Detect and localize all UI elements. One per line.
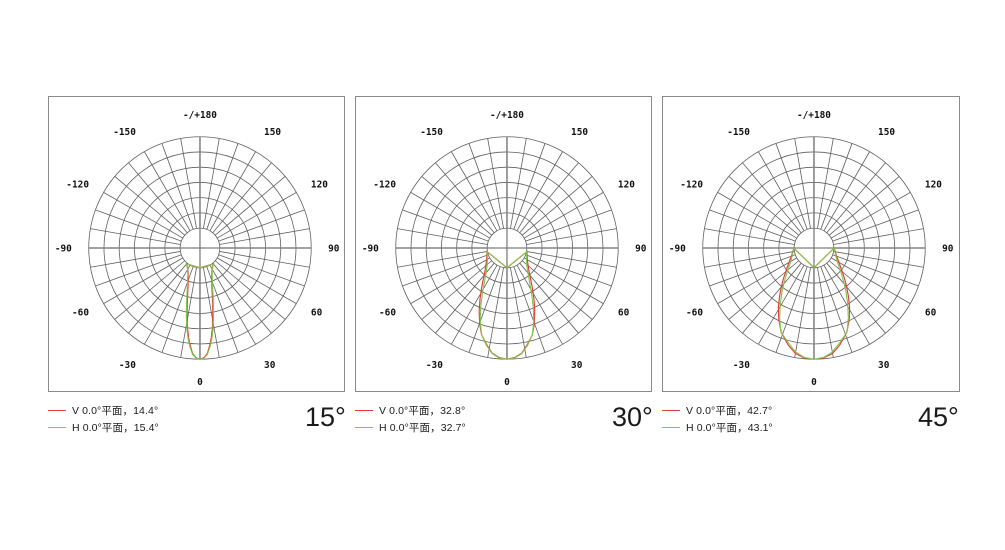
polar-tick-label: -150 [420,127,443,138]
polar-tick-label: -150 [727,127,750,138]
polar-tick-label: 120 [925,179,942,190]
polar-tick-label: -120 [680,179,703,190]
legend-swatch-h-plane-icon [355,427,373,428]
legend-swatch-v-plane-icon [355,410,373,411]
beam-angle-tag-45: 45° [918,402,959,432]
polar-chart-panel-45: 0 30 60 90 120 150 -/+180 -150 -120 -90 -60 -30 [662,96,960,392]
polar-tick-label: 0 [811,377,817,388]
polar-curve-h-plane [779,246,849,360]
polar-tick-label: 90 [328,243,340,254]
polar-plot-15: 0 30 60 90 120 150 -/+180 -150 -120 -90 -60 -30 [55,110,340,388]
polar-tick-label: 90 [942,243,954,254]
polar-tick-label: -/+180 [490,110,524,121]
polar-tick-label: 0 [197,377,203,388]
legend-item-v-plane: V 0.0°平面，42.7° [662,402,960,419]
polar-tick-label: 90 [635,243,647,254]
polar-tick-label: 60 [618,307,630,318]
polar-tick-label: 120 [618,179,635,190]
legend-label-h-plane: H 0.0°平面，43.1° [686,422,773,434]
beam-angle-tag-15: 15° [305,402,346,432]
legend-swatch-h-plane-icon [48,427,66,428]
legend-30: V 0.0°平面，32.8° H 0.0°平面，32.7° [355,402,652,436]
polar-plot-45: 0 30 60 90 120 150 -/+180 -150 -120 -90 -60 -30 [669,110,954,388]
legend-label-v-plane: V 0.0°平面，14.4° [72,405,159,417]
legend-item-h-plane: H 0.0°平面，32.7° [355,419,652,436]
legend-item-h-plane: H 0.0°平面，43.1° [662,419,960,436]
polar-tick-label: -/+180 [183,110,217,121]
polar-tick-label: 60 [925,307,937,318]
polar-tick-label: 150 [264,127,281,138]
legend-label-h-plane: H 0.0°平面，15.4° [72,422,159,434]
polar-curve-h-plane [185,263,215,360]
legend-15: V 0.0°平面，14.4° H 0.0°平面，15.4° [48,402,345,436]
polar-tick-label: 150 [571,127,588,138]
polar-tick-label: -30 [119,360,136,371]
polar-tick-label: 30 [264,360,276,371]
beam-angle-tag-30: 30° [612,402,653,432]
polar-tick-label: -60 [72,307,89,318]
polar-tick-label: 60 [311,307,323,318]
polar-chart-panel-15: 0 30 60 90 120 150 -/+180 -150 -120 -90 -60 -30 [48,96,345,392]
polar-tick-label: 30 [878,360,890,371]
polar-tick-label: -60 [686,307,703,318]
polar-tick-label: -60 [379,307,396,318]
polar-tick-label: 0 [504,377,510,388]
legend-swatch-v-plane-icon [662,410,680,411]
polar-tick-label: -90 [669,243,686,254]
polar-tick-label: -150 [113,127,136,138]
legend-label-v-plane: V 0.0°平面，32.8° [379,405,466,417]
legend-45: V 0.0°平面，42.7° H 0.0°平面，43.1° [662,402,960,436]
polar-curve-h-plane [479,250,535,360]
polar-tick-label: -120 [66,179,89,190]
legend-item-v-plane: V 0.0°平面，14.4° [48,402,345,419]
legend-item-h-plane: H 0.0°平面，15.4° [48,419,345,436]
polar-plot-30: 0 30 60 90 120 150 -/+180 -150 -120 -90 -60 -30 [362,110,647,388]
polar-tick-label: 120 [311,179,328,190]
polar-tick-label: 150 [878,127,895,138]
polar-tick-label: -90 [55,243,72,254]
legend-item-v-plane: V 0.0°平面，32.8° [355,402,652,419]
polar-tick-label: -/+180 [797,110,831,121]
polar-tick-label: -30 [426,360,443,371]
polar-tick-label: -90 [362,243,379,254]
legend-swatch-h-plane-icon [662,427,680,428]
polar-tick-label: 30 [571,360,583,371]
polar-tick-label: -30 [733,360,750,371]
legend-label-h-plane: H 0.0°平面，32.7° [379,422,466,434]
polar-chart-panel-30: 0 30 60 90 120 150 -/+180 -150 -120 -90 -60 -30 [355,96,652,392]
polar-tick-label: -120 [373,179,396,190]
legend-swatch-v-plane-icon [48,410,66,411]
legend-label-v-plane: V 0.0°平面，42.7° [686,405,773,417]
